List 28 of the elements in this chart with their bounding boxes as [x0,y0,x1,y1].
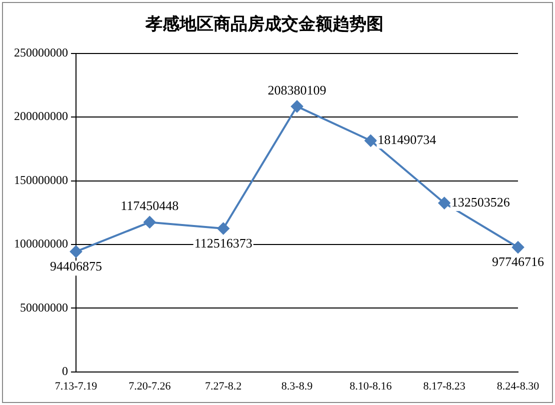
data-label: 181490734 [378,132,437,148]
data-label: 132503526 [451,194,510,210]
point [364,134,377,147]
data-label: 208380109 [268,82,326,98]
point [144,216,156,228]
point [291,100,303,112]
x-tick-label: 7.13-7.19 [54,380,98,392]
data-label: 112516373 [194,235,252,250]
x-tick-label: 7.20-7.26 [128,380,172,392]
x-tick-label: 7.27-8.2 [204,380,242,392]
y-tick-label: 150000000 [14,172,68,187]
point [512,241,524,254]
data-label: 97746716 [492,254,544,270]
y-tick-label: 250000000 [14,46,68,60]
data-label: 117450448 [120,198,179,214]
y-tick-label: 0 [62,364,68,378]
chart-title: 孝感地区商品房成交金额趋势图 [144,14,384,34]
y-tick-label: 200000000 [14,109,68,124]
y-tick-label: 100000000 [14,236,68,251]
x-tick-label: 8.10-8.16 [350,380,392,392]
x-tick-label: 8.3-8.9 [281,380,314,392]
point [438,197,450,210]
y-tick-label: 50000000 [20,300,68,314]
point [217,222,230,234]
x-tick-label: 8.17-8.23 [423,380,466,392]
x-tick-label: 8.24-8.30 [496,380,540,392]
point [70,246,82,258]
data-label: 94406875 [50,258,102,274]
